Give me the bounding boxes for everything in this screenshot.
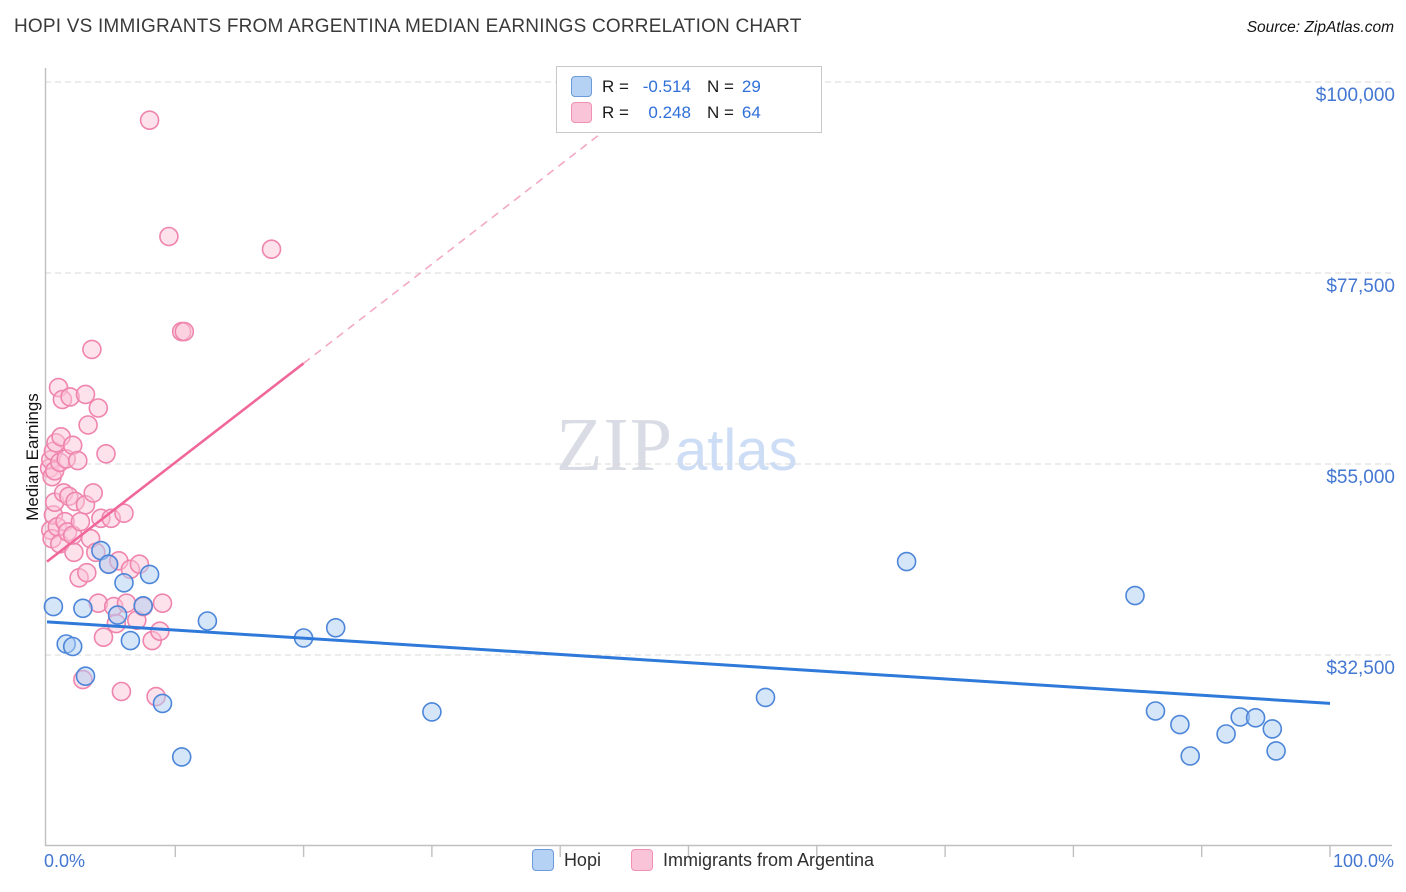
hopi-point: [1125, 585, 1145, 606]
hopi-point: [139, 564, 160, 585]
n-label: N =: [706, 102, 734, 122]
hopi-point: [1180, 746, 1200, 766]
source-credit: Source: ZipAtlas.com: [1246, 19, 1394, 36]
watermark-atlas: atlas: [675, 418, 798, 483]
watermark: ZIP atlas: [556, 402, 798, 489]
hopi-point: [197, 611, 218, 631]
hopi-swatch-icon: [531, 849, 554, 871]
r-value: -0.514: [642, 76, 691, 96]
argentina-trend-extension: [303, 89, 657, 364]
legend-label-argentina: Immigrants from Argentina: [662, 849, 875, 870]
hopi-point: [62, 636, 83, 657]
argentina-point: [88, 398, 109, 418]
chart-title: HOPI VS IMMIGRANTS FROM ARGENTINA MEDIAN…: [14, 16, 802, 37]
hopi-point: [1262, 719, 1283, 739]
argentina-point: [77, 562, 97, 583]
x-axis-min-label: 0.0%: [44, 851, 86, 871]
hopi-swatch-icon: [571, 76, 592, 97]
hopi-point: [75, 666, 96, 687]
hopi-trend-line: [46, 620, 1331, 705]
argentina-point: [261, 239, 282, 259]
stats-row-argentina: R = 0.248 N = 64: [571, 102, 807, 123]
r-label: R =: [602, 102, 629, 122]
hopi-point: [1266, 741, 1286, 761]
x-axis-max-label: 100.0%: [1332, 851, 1394, 871]
legend-item-argentina: Immigrants from Argentina: [630, 849, 875, 871]
hopi-point: [325, 617, 346, 638]
y-tick-label-55000: $55,000: [1326, 467, 1395, 488]
argentina-swatch-icon: [571, 102, 592, 123]
hopi-point: [73, 598, 93, 619]
argentina-point: [70, 511, 91, 532]
r-label: R =: [602, 76, 629, 96]
hopi-point: [133, 595, 153, 616]
stats-row-hopi: R = -0.514 N = 29: [571, 76, 807, 97]
argentina-point: [174, 321, 195, 342]
hopi-point: [422, 702, 442, 722]
series-legend: Hopi Immigrants from Argentina: [0, 849, 1406, 871]
n-value: 29: [741, 76, 761, 96]
hopi-point: [98, 554, 119, 575]
argentina-swatch-icon: [630, 849, 653, 871]
argentina-point: [96, 443, 116, 464]
legend-label-hopi: Hopi: [563, 849, 601, 870]
argentina-trend-line: [46, 362, 305, 563]
argentina-point: [152, 593, 173, 614]
hopi-point: [114, 572, 134, 593]
argentina-point: [114, 503, 134, 524]
n-value: 64: [741, 102, 761, 122]
hopi-point: [152, 693, 173, 714]
argentina-point: [75, 384, 96, 405]
legend-item-hopi: Hopi: [531, 849, 601, 871]
argentina-point: [93, 627, 114, 648]
hopi-point: [1170, 714, 1190, 735]
hopi-point: [896, 551, 917, 572]
argentina-point: [68, 450, 88, 471]
y-tick-label-100000: $100,000: [1315, 85, 1395, 106]
hopi-point: [1145, 701, 1166, 721]
argentina-point: [139, 110, 160, 130]
argentina-point: [64, 542, 84, 563]
hopi-point: [755, 687, 776, 708]
argentina-point: [78, 415, 98, 435]
hopi-point: [43, 596, 64, 617]
hopi-point: [120, 630, 141, 651]
argentina-point: [159, 226, 179, 247]
n-label: N =: [706, 76, 734, 96]
watermark-zip: ZIP: [556, 403, 673, 487]
r-value: 0.248: [648, 102, 691, 122]
hopi-point: [171, 747, 192, 767]
argentina-point: [82, 339, 102, 360]
hopi-point: [1245, 707, 1266, 728]
argentina-point: [111, 681, 132, 702]
argentina-point: [83, 483, 103, 503]
hopi-point: [1216, 724, 1236, 744]
y-tick-label-77500: $77,500: [1326, 276, 1395, 297]
correlation-stats-legend: R = -0.514 N = 29 R = 0.248 N = 64: [556, 66, 822, 133]
argentina-point: [150, 621, 170, 642]
hopi-point: [107, 605, 128, 625]
y-tick-label-32500: $32,500: [1326, 658, 1395, 679]
